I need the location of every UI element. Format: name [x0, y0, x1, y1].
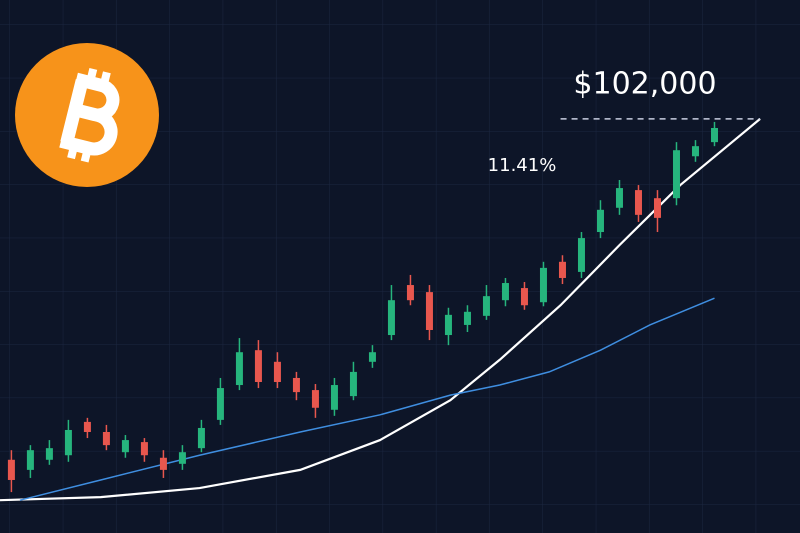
candle-body	[273, 361, 281, 383]
candle-body	[216, 388, 224, 420]
candle-body	[45, 448, 53, 460]
candle-body	[64, 429, 72, 456]
candle-body	[83, 421, 91, 432]
candle-body	[330, 385, 338, 410]
candle-body	[159, 457, 167, 470]
candle-body	[520, 288, 528, 306]
candle-body	[710, 127, 718, 143]
candle-body	[482, 296, 490, 316]
candle-body	[235, 352, 243, 386]
candle-body	[254, 350, 262, 383]
candle-body	[292, 377, 300, 393]
candle-body	[653, 198, 661, 218]
plot-area	[0, 118, 761, 502]
candle-body	[539, 267, 547, 303]
candle-body	[26, 450, 34, 470]
candle-body	[7, 459, 15, 480]
candle-body	[596, 209, 604, 233]
candle-body	[368, 352, 376, 362]
price-label: $102,000	[573, 67, 716, 102]
candle-body	[577, 238, 585, 272]
candle-body	[349, 371, 357, 397]
candle-body	[615, 188, 623, 208]
candle-body	[178, 452, 186, 464]
candle-body	[387, 300, 395, 336]
change-label: 11.41%	[488, 155, 557, 176]
candle-body	[425, 292, 433, 330]
candle-body	[463, 311, 471, 325]
candle-body	[672, 150, 680, 199]
candle-body	[634, 190, 642, 215]
bitcoin-logo	[15, 43, 159, 187]
candle-body	[406, 285, 414, 301]
candle-body	[140, 442, 148, 456]
candle-body	[558, 261, 566, 278]
candle-body	[501, 283, 509, 301]
logo-glyph	[59, 67, 120, 163]
candle-body	[311, 390, 319, 408]
trend-line	[0, 118, 761, 502]
candle-body	[121, 440, 129, 453]
candle-body	[691, 146, 699, 157]
candle-body	[197, 427, 205, 449]
candle-body	[102, 432, 110, 446]
candle-body	[444, 314, 452, 336]
